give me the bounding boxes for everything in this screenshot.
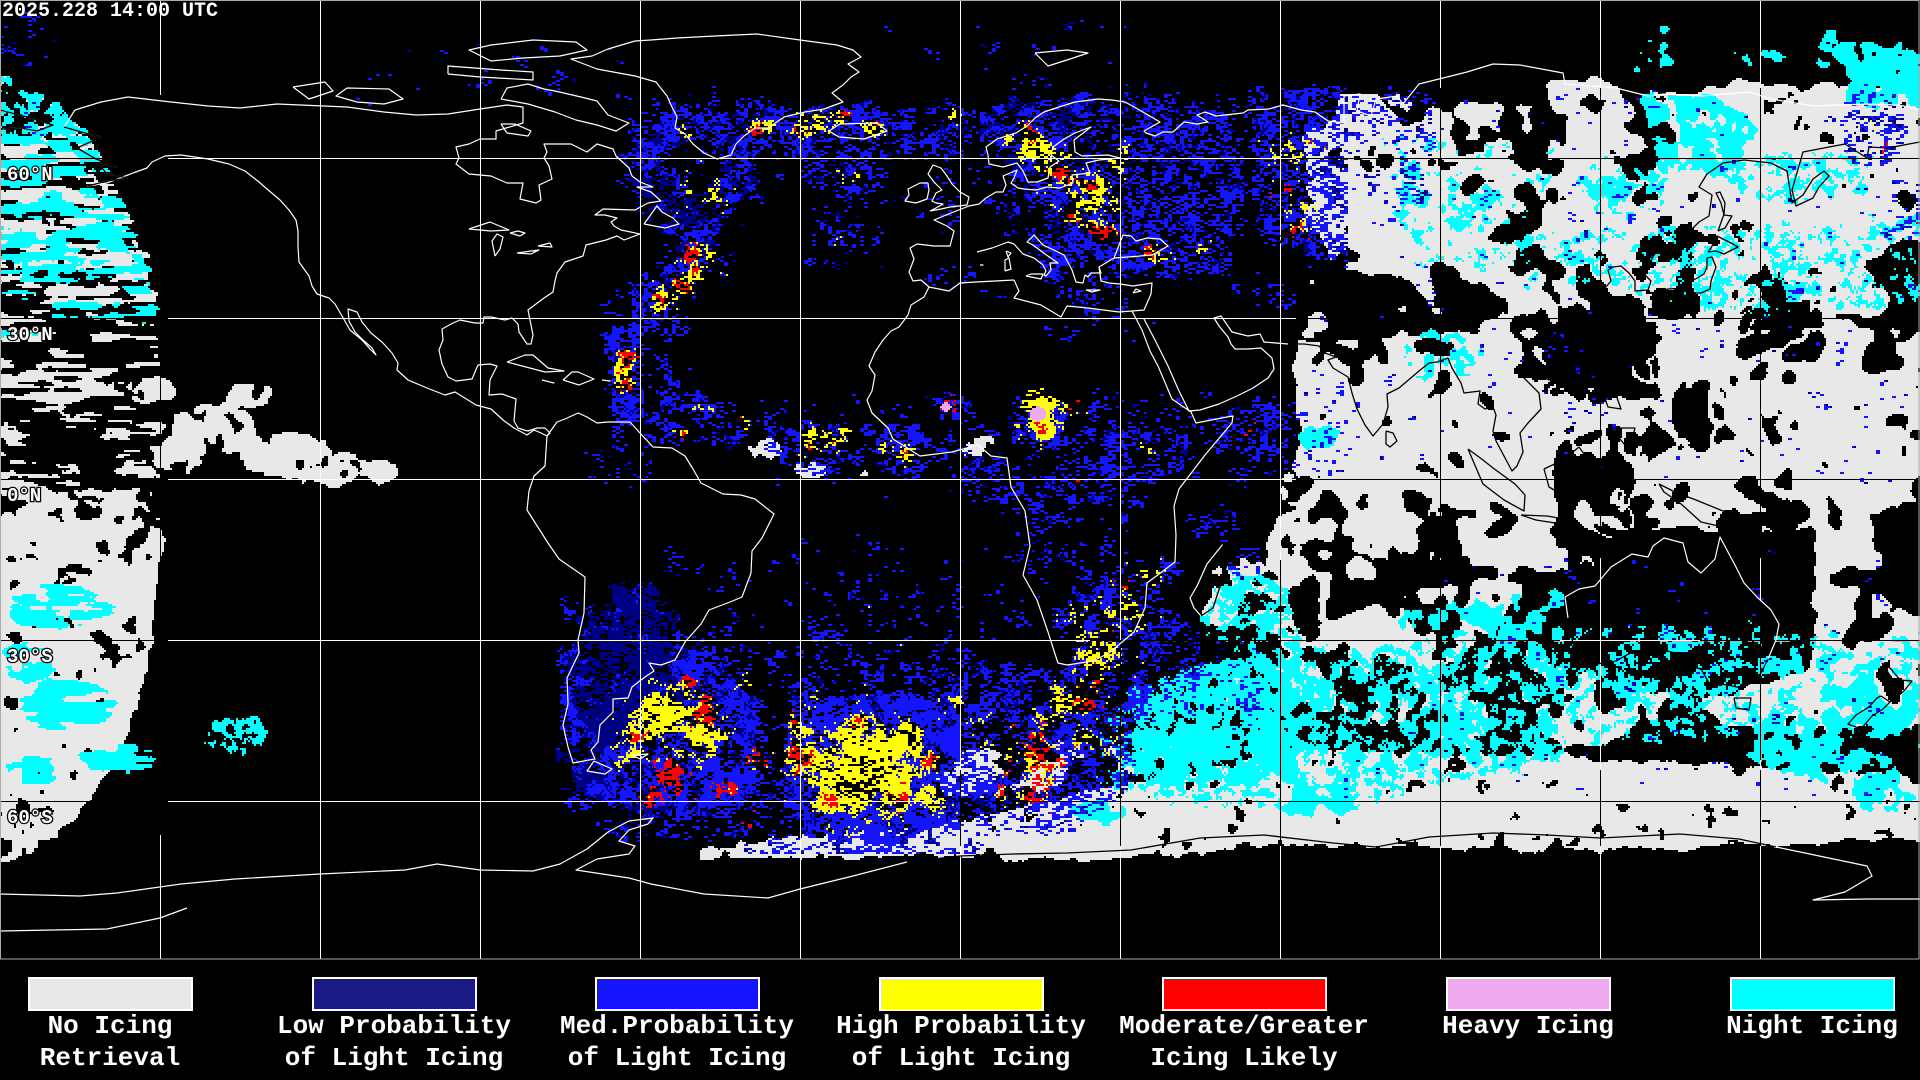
svg-text:Heavy Icing: Heavy Icing <box>1442 1011 1614 1041</box>
svg-text:of Light Icing: of Light Icing <box>285 1043 503 1073</box>
svg-text:No Icing: No Icing <box>48 1011 173 1041</box>
svg-text:of Light Icing: of Light Icing <box>852 1043 1070 1073</box>
svg-text:30°S: 30°S <box>7 646 53 668</box>
svg-text:0°N: 0°N <box>7 485 41 507</box>
svg-text:60°N: 60°N <box>7 164 53 186</box>
svg-text:of Light Icing: of Light Icing <box>568 1043 786 1073</box>
svg-text:30°N: 30°N <box>7 324 53 346</box>
svg-text:Med.Probability: Med.Probability <box>560 1011 794 1041</box>
svg-text:High Probability: High Probability <box>836 1011 1086 1041</box>
svg-text:Night Icing: Night Icing <box>1726 1011 1898 1041</box>
svg-text:2025.228 14:00 UTC: 2025.228 14:00 UTC <box>2 0 218 23</box>
svg-text:Icing Likely: Icing Likely <box>1150 1043 1338 1073</box>
svg-text:Moderate/Greater: Moderate/Greater <box>1119 1011 1369 1041</box>
svg-text:Retrieval: Retrieval <box>40 1043 180 1073</box>
svg-text:60°S: 60°S <box>7 807 53 829</box>
svg-text:Low Probability: Low Probability <box>277 1011 511 1041</box>
